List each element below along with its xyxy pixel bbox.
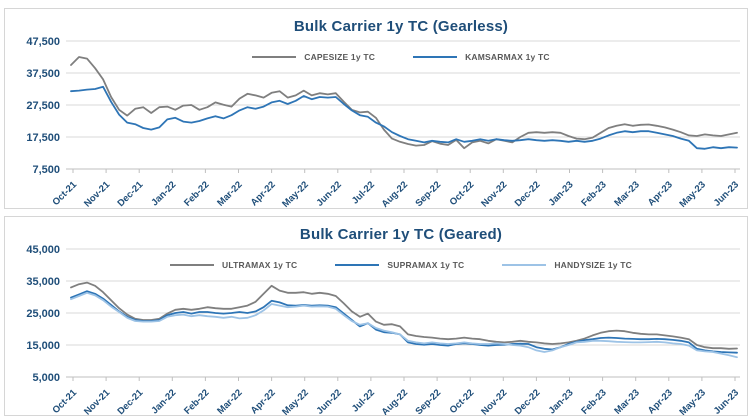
x-axis-tick-label: Oct-22 — [448, 179, 477, 208]
x-axis-tick-label: Jan-22 — [149, 387, 178, 415]
x-axis-tick-label: Sep-22 — [413, 387, 443, 415]
legend-item-kamsarmax: KAMSARMAX 1y TC — [413, 52, 550, 62]
supramax-1y-tc-line — [70, 290, 738, 354]
y-axis-tick-label: 35,000 — [26, 276, 60, 288]
x-axis-tick-label: Dec-21 — [116, 387, 146, 415]
x-axis-tick-label: May-23 — [677, 387, 708, 415]
x-axis-tick-label: Jul-22 — [350, 179, 377, 206]
ultramax-line-swatch — [170, 264, 215, 266]
handysize-line-swatch — [502, 264, 547, 266]
geared-chart-panel: Bulk Carrier 1y TC (Geared) ULTRAMAX 1y … — [4, 216, 748, 416]
x-axis-tick-label: Feb-22 — [182, 387, 211, 415]
chart-title-geared: Bulk Carrier 1y TC (Geared) — [299, 226, 503, 243]
x-axis-tick-label: Aug-22 — [380, 387, 411, 415]
x-axis-tick-label: Jul-22 — [350, 387, 377, 414]
x-axis-tick-label: Feb-23 — [579, 179, 608, 208]
legend-label-kamsarmax: KAMSARMAX 1y TC — [465, 52, 550, 62]
legend-item-capesize: CAPESIZE 1y TC — [252, 52, 375, 62]
x-axis-tick-label: Apr-23 — [646, 179, 675, 208]
x-axis-tick-label: Dec-22 — [513, 387, 543, 415]
y-axis-tick-label: 47,500 — [26, 36, 60, 48]
x-axis-tick-label: Feb-22 — [182, 179, 211, 208]
x-axis-tick-label: Jan-22 — [149, 179, 178, 208]
x-axis-tick-label: Oct-21 — [50, 179, 79, 208]
x-axis-tick-label: Nov-22 — [479, 387, 509, 415]
legend-geared: ULTRAMAX 1y TC SUPRAMAX 1y TC HANDYSIZE … — [65, 260, 737, 270]
x-axis-tick-label: Mar-22 — [215, 387, 244, 415]
x-axis-tick-label: Jan-23 — [547, 387, 576, 415]
x-axis-tick-label: Apr-22 — [249, 179, 278, 208]
capesize-line-swatch — [252, 56, 297, 58]
x-axis-tick-label: Jun-22 — [314, 387, 343, 415]
y-axis-tick-label: 17,500 — [26, 132, 60, 144]
x-axis-tick-label: Dec-22 — [513, 179, 543, 208]
kamsarmax-line-swatch — [413, 56, 458, 58]
capesize-1y-tc-line — [70, 56, 738, 150]
legend-label-supramax: SUPRAMAX 1y TC — [387, 260, 465, 270]
legend-item-ultramax: ULTRAMAX 1y TC — [170, 260, 297, 270]
y-axis-tick-label: 45,000 — [26, 244, 60, 256]
legend-gearless: CAPESIZE 1y TC KAMSARMAX 1y TC — [65, 52, 737, 62]
gearless-chart-panel: Bulk Carrier 1y TC (Gearless) CAPESIZE 1… — [4, 8, 748, 209]
y-axis-tick-label: 25,000 — [26, 308, 60, 320]
x-axis-tick-label: Mar-23 — [612, 179, 641, 208]
chart-title-gearless: Bulk Carrier 1y TC (Gearless) — [293, 18, 509, 35]
x-axis-tick-label: May-23 — [677, 179, 708, 208]
x-axis-tick-label: Sep-22 — [413, 179, 443, 208]
legend-label-capesize: CAPESIZE 1y TC — [304, 52, 376, 62]
supramax-line-swatch — [335, 264, 380, 266]
y-axis-tick-label: 5,000 — [32, 372, 60, 384]
x-axis-tick-label: Oct-21 — [50, 387, 79, 415]
y-axis-tick-label: 37,500 — [26, 68, 60, 80]
x-axis-tick-label: Jan-23 — [547, 179, 576, 208]
x-axis-tick-label: Jun-23 — [712, 179, 741, 208]
x-axis-tick-label: Oct-22 — [448, 387, 477, 415]
x-axis-tick-label: Aug-22 — [380, 179, 411, 208]
x-axis-tick-label: Nov-21 — [82, 179, 113, 208]
x-axis-tick-label: May-22 — [280, 179, 311, 208]
x-axis-tick-label: Mar-22 — [215, 179, 244, 208]
x-axis-tick-label: Apr-22 — [249, 387, 278, 415]
x-axis-tick-label: Jun-22 — [314, 179, 343, 208]
x-axis-tick-label: Mar-23 — [612, 387, 641, 415]
legend-label-ultramax: ULTRAMAX 1y TC — [222, 260, 298, 270]
legend-item-handysize: HANDYSIZE 1y TC — [502, 260, 632, 270]
y-axis-tick-label: 7,500 — [32, 164, 60, 176]
legend-item-supramax: SUPRAMAX 1y TC — [335, 260, 464, 270]
x-axis-tick-label: Nov-22 — [479, 179, 509, 208]
ultramax-1y-tc-line — [70, 281, 738, 350]
legend-label-handysize: HANDYSIZE 1y TC — [554, 260, 632, 270]
y-axis-tick-label: 15,000 — [26, 340, 60, 352]
x-axis-tick-label: Dec-21 — [116, 179, 146, 208]
y-axis-tick-label: 27,500 — [26, 100, 60, 112]
kamsarmax-1y-tc-line — [70, 85, 738, 150]
x-axis-tick-label: Nov-21 — [82, 387, 113, 415]
x-axis-tick-label: Jun-23 — [712, 387, 741, 415]
x-axis-tick-label: Apr-23 — [646, 387, 675, 415]
x-axis-tick-label: Feb-23 — [579, 387, 608, 415]
x-axis-tick-label: May-22 — [280, 387, 311, 415]
handysize-1y-tc-line — [70, 291, 738, 359]
